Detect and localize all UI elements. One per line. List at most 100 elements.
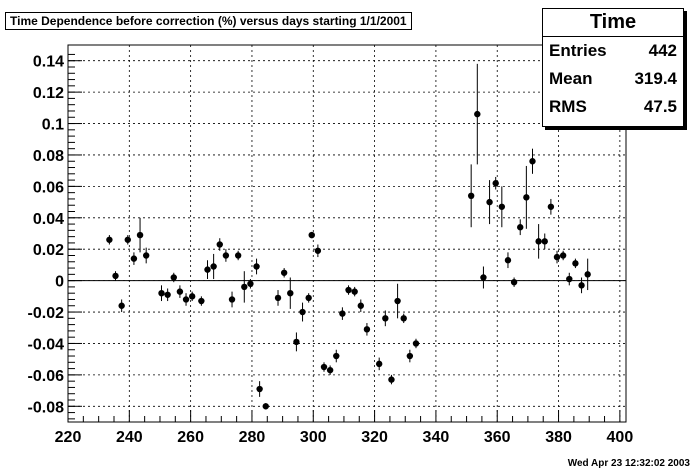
- x-tick-label: 340: [423, 429, 450, 446]
- data-point: [517, 224, 524, 231]
- y-tick-label: 0.12: [33, 85, 64, 102]
- data-point: [118, 302, 125, 309]
- stats-label: RMS: [549, 97, 587, 116]
- data-point: [400, 315, 407, 322]
- data-points: [106, 63, 591, 410]
- data-point: [320, 363, 328, 371]
- grid-lines: [68, 45, 626, 422]
- data-point: [106, 236, 113, 243]
- stats-value: 47.5: [643, 97, 677, 116]
- data-point: [256, 385, 263, 393]
- data-point: [553, 253, 561, 261]
- y-tick-label: -0.08: [28, 399, 65, 416]
- stats-label: Entries: [549, 41, 607, 60]
- data-point: [299, 308, 306, 316]
- y-tick-label: 0.06: [33, 179, 64, 196]
- data-point: [253, 263, 260, 270]
- data-point: [326, 366, 334, 374]
- data-point: [363, 326, 371, 333]
- chart-title: Time Dependence before correction (%) ve…: [5, 12, 412, 30]
- data-point: [388, 376, 395, 383]
- data-point: [559, 252, 567, 259]
- plot-frame: [67, 44, 627, 423]
- y-axis: -0.08 -0.06 -0.04 -0.02 0 0.02 0.04 0.06 0.08 0.1…: [28, 54, 82, 420]
- data-point: [339, 310, 346, 317]
- data-point: [510, 278, 518, 286]
- data-point: [523, 194, 530, 201]
- data-point: [182, 296, 190, 303]
- x-tick-label: 400: [607, 429, 634, 446]
- stats-row-entries: Entries 442: [543, 37, 683, 65]
- timestamp: Wed Apr 23 12:32:02 2003: [567, 458, 690, 469]
- data-point: [529, 158, 536, 165]
- data-point: [412, 340, 420, 347]
- data-point: [474, 110, 481, 118]
- y-tick-label: -0.04: [28, 336, 65, 353]
- data-point: [541, 238, 548, 245]
- y-tick-label: 0.04: [33, 211, 64, 228]
- y-tick-label: 0: [55, 274, 64, 291]
- data-point: [136, 231, 144, 239]
- data-point: [305, 294, 312, 302]
- data-point: [198, 297, 205, 305]
- data-point: [406, 352, 414, 360]
- data-point: [142, 252, 150, 259]
- data-point: [382, 315, 389, 322]
- x-tick-label: 300: [300, 429, 327, 446]
- data-point: [584, 271, 591, 278]
- data-point: [112, 272, 119, 280]
- data-point: [241, 283, 248, 291]
- data-point: [274, 294, 282, 302]
- data-point: [547, 203, 555, 210]
- stats-box: Time Entries 442 Mean 319.4 RMS 47.5: [542, 8, 684, 127]
- data-point: [504, 257, 512, 264]
- data-point: [375, 360, 383, 368]
- data-point: [234, 252, 242, 259]
- data-point: [578, 282, 585, 289]
- data-point: [176, 288, 184, 295]
- x-tick-label: 220: [55, 429, 82, 446]
- data-point: [357, 302, 364, 309]
- data-point: [164, 291, 171, 298]
- data-point: [228, 296, 236, 303]
- data-point: [572, 260, 579, 267]
- data-point: [394, 297, 401, 305]
- data-point: [216, 241, 223, 248]
- data-point: [188, 293, 196, 300]
- data-point: [124, 236, 131, 243]
- data-point: [158, 289, 165, 297]
- stats-row-mean: Mean 319.4: [543, 65, 683, 93]
- y-tick-label: 0.02: [33, 242, 64, 259]
- stats-title: Time: [543, 9, 683, 37]
- x-tick-label: 240: [116, 429, 143, 446]
- x-axis: 220 240 260 280 300 320 340 360 380 400: [55, 410, 634, 446]
- data-point: [351, 288, 358, 295]
- data-point: [566, 275, 573, 283]
- data-point: [293, 338, 300, 346]
- data-point: [210, 263, 217, 270]
- x-tick-label: 360: [484, 429, 511, 446]
- y-tick-label: -0.02: [28, 305, 65, 322]
- data-point: [480, 274, 487, 281]
- x-tick-label: 320: [361, 429, 388, 446]
- data-point: [170, 274, 177, 281]
- stats-row-rms: RMS 47.5: [543, 93, 683, 121]
- x-tick-label: 260: [177, 429, 204, 446]
- data-point: [287, 289, 294, 297]
- data-point: [204, 266, 211, 273]
- data-point: [333, 352, 340, 360]
- x-tick-label: 280: [239, 429, 266, 446]
- data-point: [222, 252, 230, 259]
- y-tick-label: 0.14: [33, 54, 64, 71]
- data-point: [492, 180, 499, 187]
- stats-value: 442: [648, 41, 677, 60]
- y-tick-label: 0.1: [42, 117, 64, 134]
- y-tick-label: -0.06: [28, 368, 65, 385]
- data-point: [262, 403, 269, 410]
- data-point: [130, 255, 138, 262]
- stats-label: Mean: [549, 69, 593, 88]
- y-tick-label: 0.08: [33, 148, 64, 165]
- data-point: [535, 238, 542, 245]
- data-point: [486, 198, 493, 206]
- stats-value: 319.4: [634, 69, 677, 88]
